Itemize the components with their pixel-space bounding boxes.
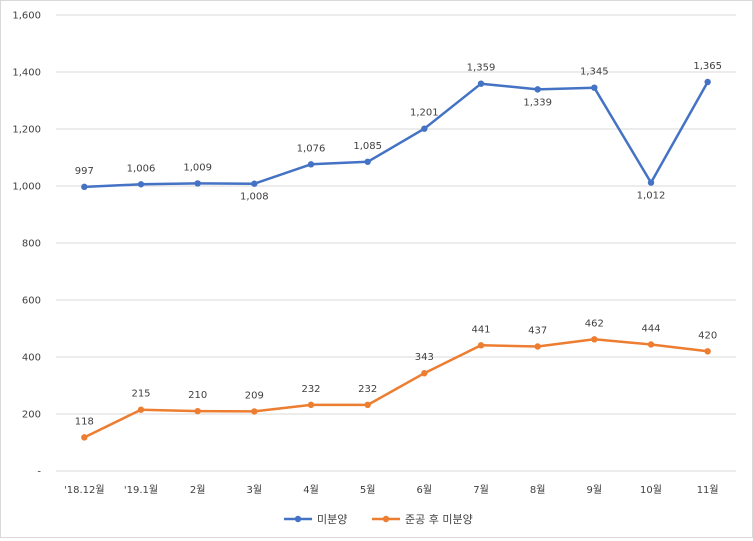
data-point (194, 180, 201, 187)
series-line-1 (83, 80, 709, 189)
data-label: 1,085 (353, 141, 382, 152)
y-tick-label: 200 (22, 410, 41, 421)
data-point (704, 348, 711, 355)
data-point (364, 158, 371, 165)
data-label: 420 (698, 330, 717, 341)
data-label: 1,076 (297, 143, 326, 154)
data-label: 1,201 (410, 108, 439, 119)
data-point (421, 370, 428, 377)
data-label: 1,009 (183, 162, 212, 173)
x-tick-label: '19.1월 (124, 484, 158, 496)
y-tick-label: 800 (22, 239, 41, 250)
data-label: 1,365 (693, 61, 722, 72)
data-label: 1,008 (240, 192, 269, 203)
legend-label-1: 미분양 (317, 513, 347, 526)
x-tick-label: '18.12월 (64, 484, 105, 496)
x-axis-ticks: '18.12월 '19.1월 2월 3월 4월 5월 6월 7월 8월 9월 10월 11월 (64, 484, 719, 496)
data-point (647, 341, 655, 348)
legend-marker-1 (294, 515, 302, 523)
x-tick-label: 2월 (190, 484, 206, 496)
x-tick-label: 11월 (697, 484, 719, 496)
data-label: 209 (245, 390, 264, 401)
data-point (307, 161, 315, 168)
gridlines (56, 14, 736, 472)
x-tick-label: 4월 (303, 484, 319, 496)
data-label: 1,345 (580, 67, 609, 78)
y-tick-label: - (37, 467, 41, 478)
data-point (534, 86, 541, 93)
data-point (591, 336, 598, 343)
data-point (251, 408, 258, 415)
data-point (251, 180, 258, 187)
data-label: 118 (75, 416, 94, 427)
x-tick-label: 5월 (360, 484, 376, 496)
y-tick-label: 600 (22, 296, 41, 307)
legend: 미분양 준공 후 미분양 (284, 513, 473, 526)
data-point (81, 183, 88, 191)
data-labels: 997 1,006 1,009 1,008 1,076 1,085 1,201 1,359 1,… (75, 61, 722, 427)
data-point (194, 407, 201, 415)
series-layer (81, 78, 711, 441)
data-point (137, 181, 145, 188)
data-label: 210 (188, 390, 207, 401)
data-point (137, 406, 145, 413)
data-label: 1,359 (467, 63, 496, 74)
data-label: 1,339 (523, 97, 552, 108)
y-tick-label: 1,600 (12, 11, 41, 22)
data-label: 343 (415, 352, 434, 363)
x-tick-label: 7월 (473, 484, 489, 496)
data-point (477, 342, 485, 349)
data-label: 215 (131, 389, 150, 400)
data-label: 232 (358, 384, 377, 395)
data-point (421, 125, 428, 132)
data-point (81, 434, 88, 441)
data-point (307, 401, 315, 409)
data-point (591, 84, 598, 91)
data-point (364, 401, 371, 409)
data-label: 1,006 (127, 163, 156, 174)
y-tick-label: 1,200 (12, 125, 41, 136)
data-label: 1,012 (637, 191, 666, 202)
legend-label-2: 준공 후 미분양 (405, 513, 473, 526)
data-point (534, 343, 541, 350)
y-tick-label: 1,000 (12, 182, 41, 193)
data-point (647, 179, 655, 186)
x-tick-label: 9월 (587, 484, 603, 496)
data-label: 441 (471, 324, 490, 335)
legend-marker-2 (382, 515, 390, 523)
y-tick-label: 400 (22, 353, 41, 364)
y-tick-label: 1,400 (12, 68, 41, 79)
data-point (477, 80, 485, 87)
y-axis-ticks: - 200 400 600 800 1,000 1,200 1,400 1,600 (12, 11, 41, 478)
x-tick-label: 6월 (417, 484, 433, 496)
x-tick-label: 8월 (530, 484, 546, 496)
x-tick-label: 3월 (247, 484, 263, 496)
series-line-2 (83, 338, 709, 439)
data-label: 232 (301, 384, 320, 395)
x-tick-label: 10월 (640, 484, 662, 496)
data-label: 462 (585, 318, 604, 329)
data-label: 437 (528, 325, 547, 336)
data-point (704, 78, 711, 86)
data-label: 444 (641, 323, 660, 334)
data-label: 997 (75, 166, 94, 177)
